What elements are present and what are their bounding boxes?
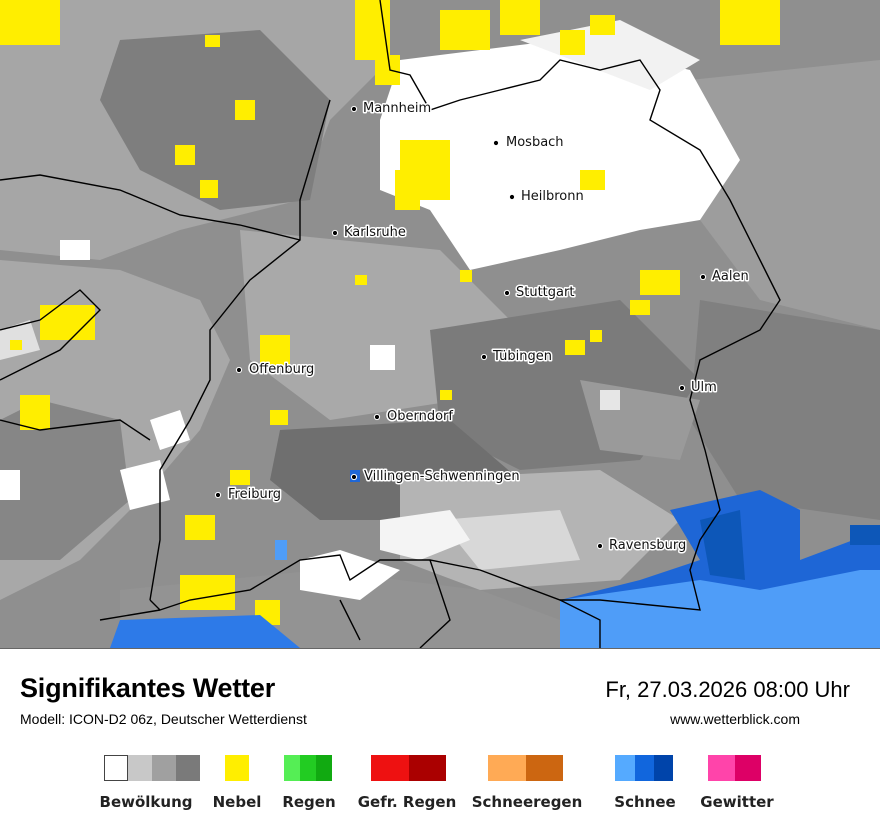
city-ravensburg: Ravensburg	[596, 537, 688, 555]
swatch	[371, 755, 409, 781]
website-link[interactable]: www.wetterblick.com	[670, 711, 800, 727]
legend-swatches-sleet	[488, 755, 563, 781]
city-tuebingen: Tübingen	[480, 348, 554, 366]
city-stuttgart: Stuttgart	[503, 284, 576, 302]
legend-swatches-cloud	[104, 755, 200, 781]
snow-layer	[110, 470, 880, 648]
weather-map: Mannheim Mosbach Heilbronn Karlsruhe Stu…	[0, 0, 880, 648]
swatch	[615, 755, 635, 781]
city-label: Aalen	[712, 269, 749, 284]
city-label: Heilbronn	[521, 189, 584, 204]
legend-label-thunderstorm: Gewitter	[700, 793, 774, 811]
legend-label-sleet: Schneeregen	[471, 793, 583, 811]
city-label: Oberndorf	[387, 409, 453, 424]
city-label: Mosbach	[506, 135, 564, 150]
legend-swatches-snow	[615, 755, 673, 781]
city-mannheim: Mannheim	[350, 100, 433, 118]
swatch	[316, 755, 332, 781]
swatch	[526, 755, 563, 781]
city-label: Villingen-Schwenningen	[364, 469, 520, 484]
swatch	[735, 755, 761, 781]
city-aalen: Aalen	[699, 268, 750, 286]
swatch	[128, 755, 152, 781]
city-ulm: Ulm	[678, 379, 718, 397]
swatch	[654, 755, 673, 781]
swatch	[635, 755, 654, 781]
legend-label-rain: Regen	[282, 793, 336, 811]
legend-label-snow: Schnee	[614, 793, 676, 811]
swatch	[708, 755, 735, 781]
forecast-datetime: Fr, 27.03.2026 08:00 Uhr	[605, 677, 850, 702]
city-label: Mannheim	[363, 101, 431, 116]
city-freiburg: Freiburg	[214, 486, 283, 504]
city-label: Tübingen	[492, 349, 552, 364]
city-offenburg: Offenburg	[235, 361, 316, 379]
city-label: Ulm	[691, 380, 717, 395]
legend-swatches-rain	[284, 755, 332, 781]
footer-panel: Signifikantes Wetter Modell: ICON-D2 06z…	[0, 648, 880, 831]
map-canvas: Mannheim Mosbach Heilbronn Karlsruhe Stu…	[0, 0, 880, 648]
legend-swatches-thunderstorm	[708, 755, 761, 781]
legend-label-freezing-rain: Gefr. Regen	[357, 793, 457, 811]
swatch	[284, 755, 300, 781]
swatch	[225, 755, 249, 781]
legend-swatches-freezing-rain	[371, 755, 446, 781]
swatch	[488, 755, 526, 781]
city-oberndorf: Oberndorf	[373, 408, 455, 426]
swatch	[300, 755, 316, 781]
map-title: Signifikantes Wetter	[20, 673, 276, 703]
model-info: Modell: ICON-D2 06z, Deutscher Wetterdie…	[20, 711, 307, 727]
city-markers: Mannheim Mosbach Heilbronn Karlsruhe Stu…	[214, 100, 750, 555]
swatch	[152, 755, 176, 781]
fog-layer	[0, 0, 780, 625]
city-label: Ravensburg	[609, 538, 686, 553]
city-villingen-schwenningen: Villingen-Schwenningen	[350, 468, 521, 486]
city-heilbronn: Heilbronn	[508, 188, 585, 206]
city-karlsruhe: Karlsruhe	[331, 224, 407, 242]
legend-label-cloud: Bewölkung	[99, 793, 193, 811]
swatch	[409, 755, 446, 781]
swatch	[176, 755, 200, 781]
legend-label-fog: Nebel	[212, 793, 262, 811]
city-label: Offenburg	[249, 362, 314, 377]
legend-swatches-fog	[225, 755, 249, 781]
city-label: Freiburg	[228, 487, 281, 502]
city-label: Stuttgart	[516, 285, 574, 300]
borders-layer	[0, 0, 781, 648]
swatch	[104, 755, 128, 781]
city-label: Karlsruhe	[344, 225, 406, 240]
city-mosbach: Mosbach	[492, 134, 565, 152]
